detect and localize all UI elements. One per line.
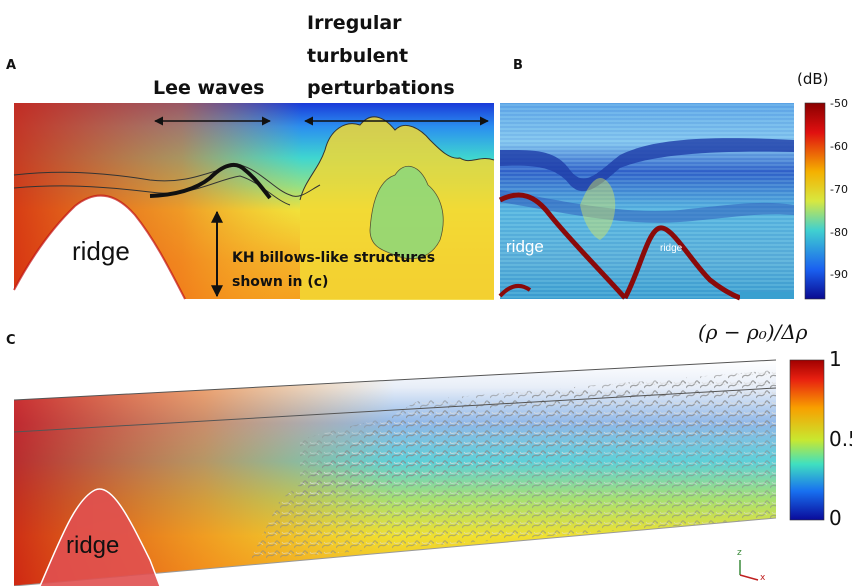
panel-a-letter: A	[6, 58, 17, 73]
density-tick: 0.5	[829, 427, 852, 451]
panel-b-letter: B	[513, 58, 523, 73]
axis-x-glyph: x	[760, 573, 766, 583]
db-tick: -70	[830, 183, 848, 196]
density-colorbar-title: (ρ − ρ₀)/Δρ	[698, 320, 808, 344]
panel-c-ridge-label: ridge	[66, 532, 120, 559]
density-colorbar	[789, 359, 825, 521]
axis-z-glyph: z	[737, 548, 742, 558]
db-tick: -80	[830, 226, 848, 239]
irregular-label-line1: Irregular	[307, 12, 402, 34]
panel-c-letter: C	[6, 333, 16, 348]
db-tick: -50	[830, 97, 848, 110]
db-unit-label: (dB)	[797, 70, 829, 88]
kh-billows-label: KH billows-like structures shown in (c)	[232, 246, 435, 294]
irregular-label-line2: turbulent	[307, 45, 409, 67]
density-tick: 1	[829, 347, 842, 371]
panel-a-ridge-label: ridge	[72, 236, 130, 266]
density-tick: 0	[829, 506, 842, 530]
db-colorbar	[804, 102, 826, 300]
irregular-label-line3: perturbations	[307, 77, 455, 99]
db-tick: -90	[830, 268, 848, 281]
panel-b-echogram	[498, 103, 794, 301]
lee-waves-label: Lee waves	[153, 77, 265, 99]
panel-b-ridge-label-2: ridge	[660, 243, 683, 254]
panel-c-3d-render	[13, 359, 777, 586]
panel-a-image	[13, 103, 495, 300]
db-tick: -60	[830, 140, 848, 153]
panel-b-ridge-label-1: ridge	[506, 237, 544, 256]
kh-billows-label-line2: shown in (c)	[232, 274, 329, 290]
kh-billows-label-line1: KH billows-like structures	[232, 250, 436, 266]
